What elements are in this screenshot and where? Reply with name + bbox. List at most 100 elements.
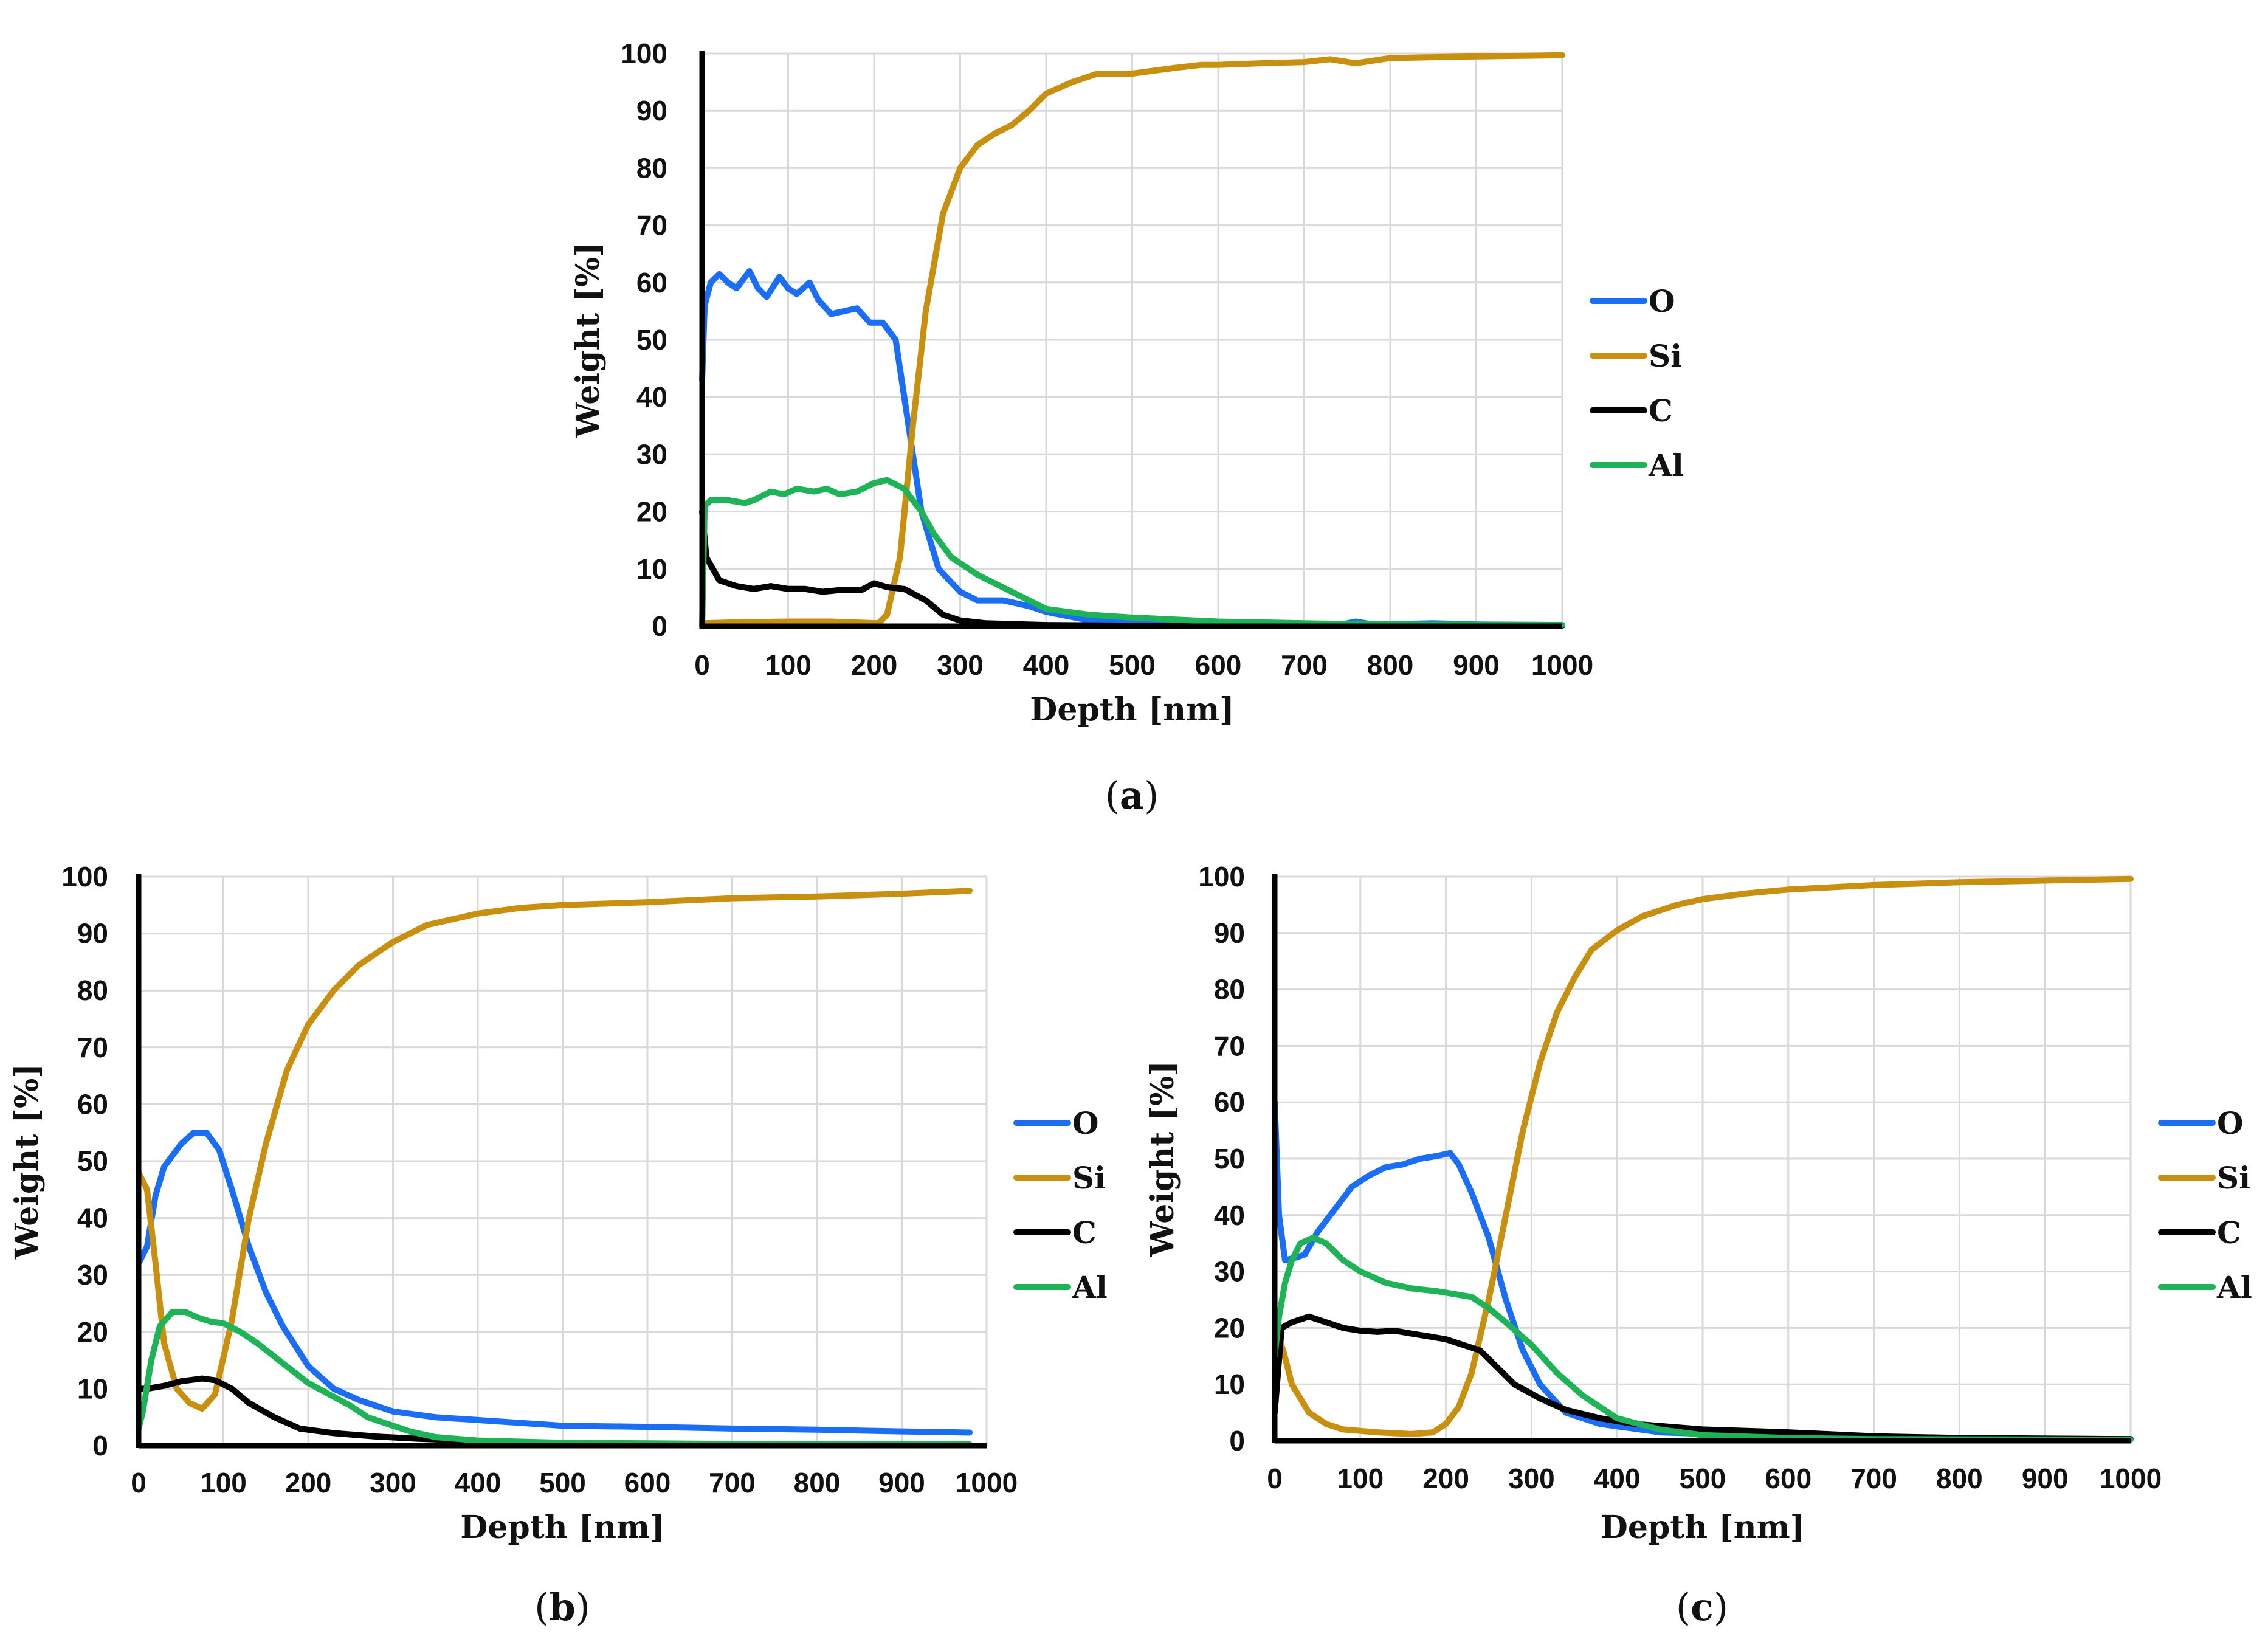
y-tick-label: 10 [1214, 1368, 1245, 1400]
series-line-o [1272, 1099, 2134, 1443]
series-line-c [1272, 1313, 2134, 1443]
x-tick-label: 400 [1594, 1463, 1641, 1494]
y-tick-label: 80 [1214, 974, 1245, 1006]
y-tick-label: 30 [77, 1259, 108, 1291]
legend-label-o: O [1649, 283, 1675, 319]
x-tick-label: 500 [1680, 1463, 1726, 1494]
y-axis-title: Weight [%] [9, 1063, 46, 1260]
y-tick-label: 0 [92, 1430, 108, 1461]
y-tick-label: 20 [636, 496, 667, 528]
x-tick-label: 100 [1337, 1463, 1384, 1494]
x-tick-label: 600 [1765, 1463, 1811, 1494]
y-tick-label: 0 [1229, 1425, 1245, 1457]
x-tick-label: 700 [709, 1467, 756, 1499]
caption-panel-b: (b) [534, 1585, 590, 1629]
x-tick-label: 800 [794, 1467, 841, 1499]
caption-panel-c: (c) [1676, 1585, 1728, 1629]
y-tick-label: 90 [636, 95, 667, 126]
x-tick-label: 500 [1109, 649, 1156, 681]
x-tick-label: 500 [539, 1467, 586, 1499]
x-axis-title: Depth [nm] [1601, 1509, 1805, 1546]
x-axis-title: Depth [nm] [1030, 691, 1235, 728]
series-line-si [699, 52, 1565, 627]
caption-panel-a: (a) [1105, 773, 1159, 818]
y-tick-label: 20 [1214, 1312, 1245, 1344]
x-tick-label: 100 [765, 649, 812, 681]
x-tick-label: 600 [624, 1467, 671, 1499]
y-tick-label: 40 [1214, 1199, 1245, 1231]
y-axis-title: Weight [%] [1144, 1061, 1181, 1257]
x-tick-label: 400 [1023, 649, 1070, 681]
x-tick-label: 700 [1281, 649, 1328, 681]
x-tick-label: 0 [694, 649, 710, 681]
y-tick-label: 70 [1214, 1030, 1245, 1061]
y-tick-label: 40 [77, 1202, 108, 1234]
legend-label-al: Al [1648, 447, 1684, 483]
x-tick-label: 1000 [956, 1467, 1018, 1499]
y-tick-label: 60 [77, 1088, 108, 1120]
chart-panel-b: (b) 0 100 200 300 400 500 600 700 800 900 1000 0 10 2… [9, 861, 1108, 1629]
x-tick-label: 100 [200, 1467, 247, 1499]
y-tick-label: 50 [77, 1145, 108, 1177]
chart-panel-a: (a) 0 100 200 300 400 500 600 700 800 900 1000 0 10 2… [570, 38, 1684, 818]
y-tick-label: 0 [652, 610, 667, 642]
legend-label-si: Si [2217, 1160, 2250, 1196]
y-tick-label: 60 [1214, 1086, 1245, 1118]
x-tick-label: 300 [937, 649, 984, 681]
series-line-o [136, 1130, 973, 1436]
x-tick-label: 900 [1453, 649, 1500, 681]
x-tick-label: 0 [1267, 1463, 1283, 1494]
legend-label-al: Al [2216, 1269, 2252, 1305]
legend-label-si: Si [1072, 1160, 1106, 1196]
series-line-al [136, 1309, 973, 1448]
legend-label-o: O [1072, 1105, 1099, 1141]
legend: O Si C Al [2158, 1105, 2252, 1305]
x-tick-label: 900 [878, 1467, 925, 1499]
x-tick-label: 1000 [1531, 649, 1593, 681]
y-tick-label: 70 [636, 210, 667, 241]
y-tick-label: 90 [77, 918, 108, 950]
y-axis-title: Weight [%] [570, 242, 607, 438]
x-tick-label: 400 [455, 1467, 502, 1499]
series-line-al [1272, 1234, 2134, 1443]
y-tick-label: 90 [1214, 917, 1245, 949]
legend-label-si: Si [1649, 338, 1682, 374]
y-tick-label: 100 [621, 38, 667, 69]
x-tick-label: 900 [2022, 1463, 2069, 1494]
y-tick-label: 80 [77, 975, 108, 1006]
y-tick-label: 40 [636, 381, 667, 413]
x-tick-label: 0 [131, 1467, 146, 1499]
x-tick-label: 300 [370, 1467, 416, 1499]
x-tick-label: 700 [1850, 1463, 1897, 1494]
series-line-al [699, 477, 1565, 629]
x-tick-label: 200 [1422, 1463, 1469, 1494]
legend-label-c: C [1649, 393, 1673, 429]
legend-label-o: O [2217, 1105, 2244, 1141]
y-tick-label: 50 [636, 324, 667, 356]
series-line-si [136, 888, 973, 1412]
y-tick-label: 20 [77, 1316, 108, 1348]
y-tick-label: 60 [636, 267, 667, 298]
y-tick-label: 100 [1198, 861, 1245, 892]
x-tick-label: 200 [851, 649, 898, 681]
legend: O Si C Al [1590, 283, 1684, 483]
y-tick-label: 10 [77, 1373, 108, 1404]
x-tick-label: 800 [1936, 1463, 1983, 1494]
x-tick-label: 300 [1508, 1463, 1555, 1494]
y-tick-label: 100 [61, 861, 108, 892]
y-tick-label: 30 [636, 438, 667, 470]
x-axis-title: Depth [nm] [460, 1509, 665, 1546]
y-tick-label: 80 [636, 152, 667, 184]
legend-label-al: Al [1072, 1269, 1108, 1305]
x-tick-label: 800 [1367, 649, 1414, 681]
legend: O Si C Al [1013, 1105, 1108, 1305]
x-tick-label: 1000 [2100, 1463, 2162, 1494]
x-tick-label: 200 [285, 1467, 332, 1499]
y-tick-label: 70 [77, 1032, 108, 1063]
chart-panel-c: (c) 0 100 200 300 400 500 600 700 800 900 1000 0 10 2… [1144, 861, 2252, 1629]
y-tick-label: 50 [1214, 1143, 1245, 1175]
y-tick-label: 10 [636, 553, 667, 585]
series-line-si [1272, 875, 2134, 1437]
y-tick-label: 30 [1214, 1256, 1245, 1288]
